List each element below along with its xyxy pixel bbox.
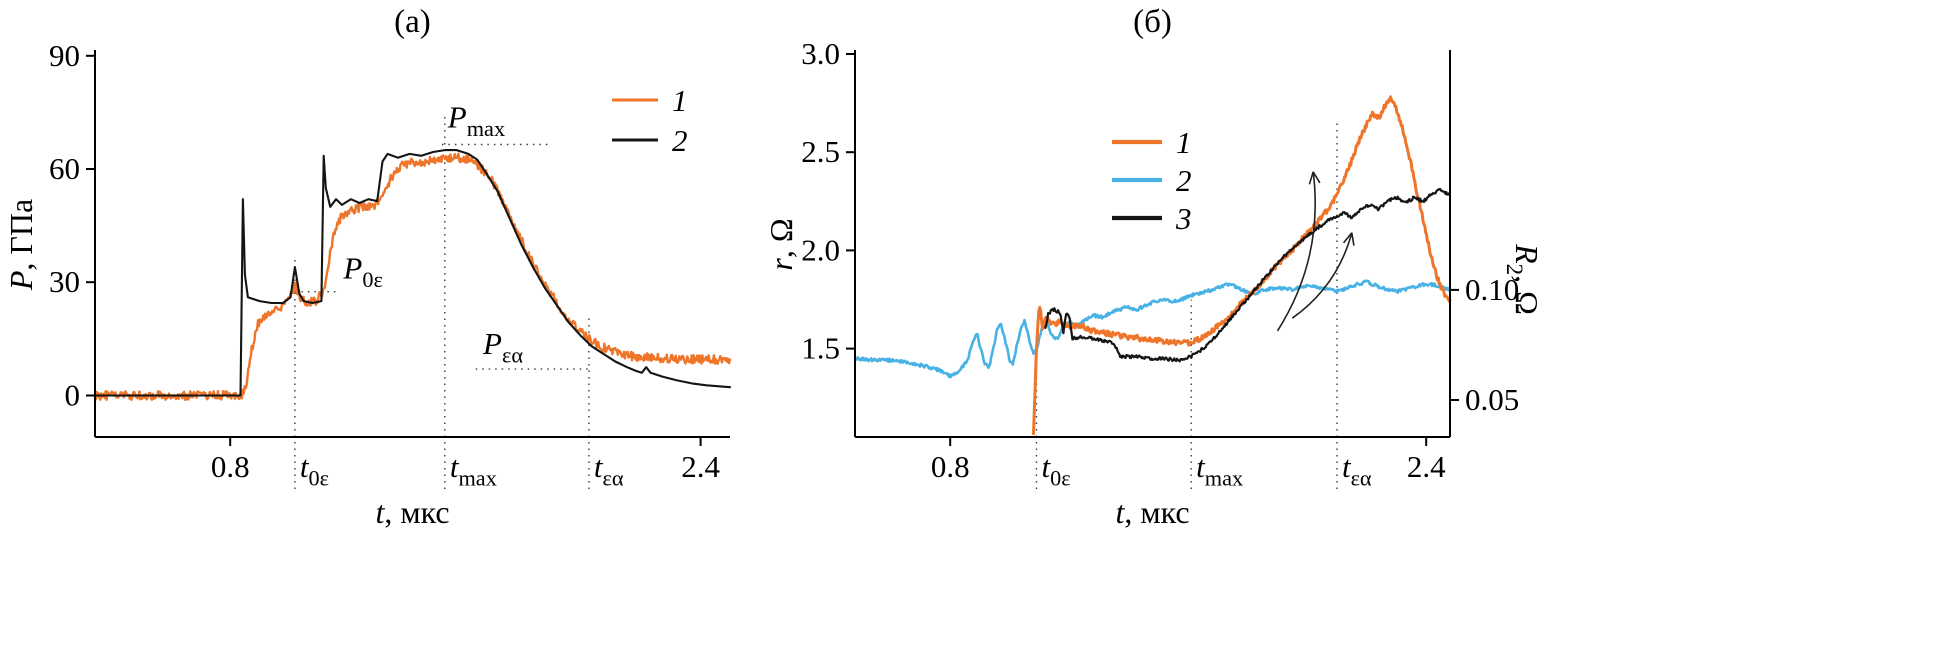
legend-label: 1 (672, 83, 688, 118)
time-marker-label: tεα (1342, 449, 1372, 491)
legend-label: 3 (1175, 201, 1192, 236)
series-curve-1 (93, 152, 732, 401)
series-curve-3 (1044, 187, 1452, 363)
arrowhead (1312, 171, 1321, 184)
x-tick-label: 2.4 (1407, 449, 1446, 484)
x-axis-title: t, мкс (375, 494, 449, 530)
legend-label: 2 (672, 123, 688, 158)
arrowhead (1342, 232, 1353, 244)
y-tick-label: 1.5 (801, 331, 840, 366)
x-tick-label: 0.8 (931, 449, 970, 484)
y-tick-label: 30 (49, 264, 80, 299)
x-axis-title: t, мкс (1115, 494, 1189, 530)
y-tick-label: 90 (49, 38, 80, 73)
annotation-label: P0ε (342, 250, 382, 292)
annotation-arrow (1291, 232, 1353, 319)
y-axis-title: r, Ω (763, 218, 799, 270)
time-marker-label: tmax (1196, 449, 1243, 491)
annotation-label: Pεα (482, 326, 523, 368)
y-axis-title: P, ГПа (3, 199, 39, 291)
legend-label: 2 (1176, 163, 1192, 198)
series-curve-2 (853, 279, 1452, 379)
arrowhead (1308, 171, 1314, 185)
time-marker-label: t0ε (1041, 449, 1070, 491)
y-tick-label: 3.0 (801, 36, 840, 71)
time-marker-label: t0ε (300, 449, 329, 491)
time-marker-label: tεα (594, 449, 624, 491)
panel-title: (а) (394, 4, 431, 40)
y2-tick-label: 0.05 (1465, 382, 1519, 417)
panel-title: (б) (1133, 4, 1172, 40)
series-curve-1 (1032, 95, 1452, 436)
x-tick-label: 2.4 (681, 449, 720, 484)
y2-axis-title: R2, Ω (1502, 243, 1545, 315)
legend-label: 1 (1176, 125, 1192, 160)
y2-tick-label: 0.10 (1465, 272, 1519, 307)
y-tick-label: 60 (49, 151, 80, 186)
panel-a: t0ε tmax tεα Pmax P0ε Pεα 0 30 60 90 0.8 2.4 P, ГПа t… (3, 4, 732, 530)
x-tick-label: 0.8 (211, 449, 250, 484)
time-marker-label: tmax (450, 449, 497, 491)
annotation-arrow (1276, 171, 1316, 332)
series-curve-2 (93, 149, 732, 397)
y-tick-label: 0 (65, 378, 81, 413)
y-tick-label: 2.5 (801, 134, 840, 169)
y-tick-label: 2.0 (801, 232, 840, 267)
annotation-label: Pmax (447, 99, 505, 141)
arrowhead (1351, 232, 1355, 246)
